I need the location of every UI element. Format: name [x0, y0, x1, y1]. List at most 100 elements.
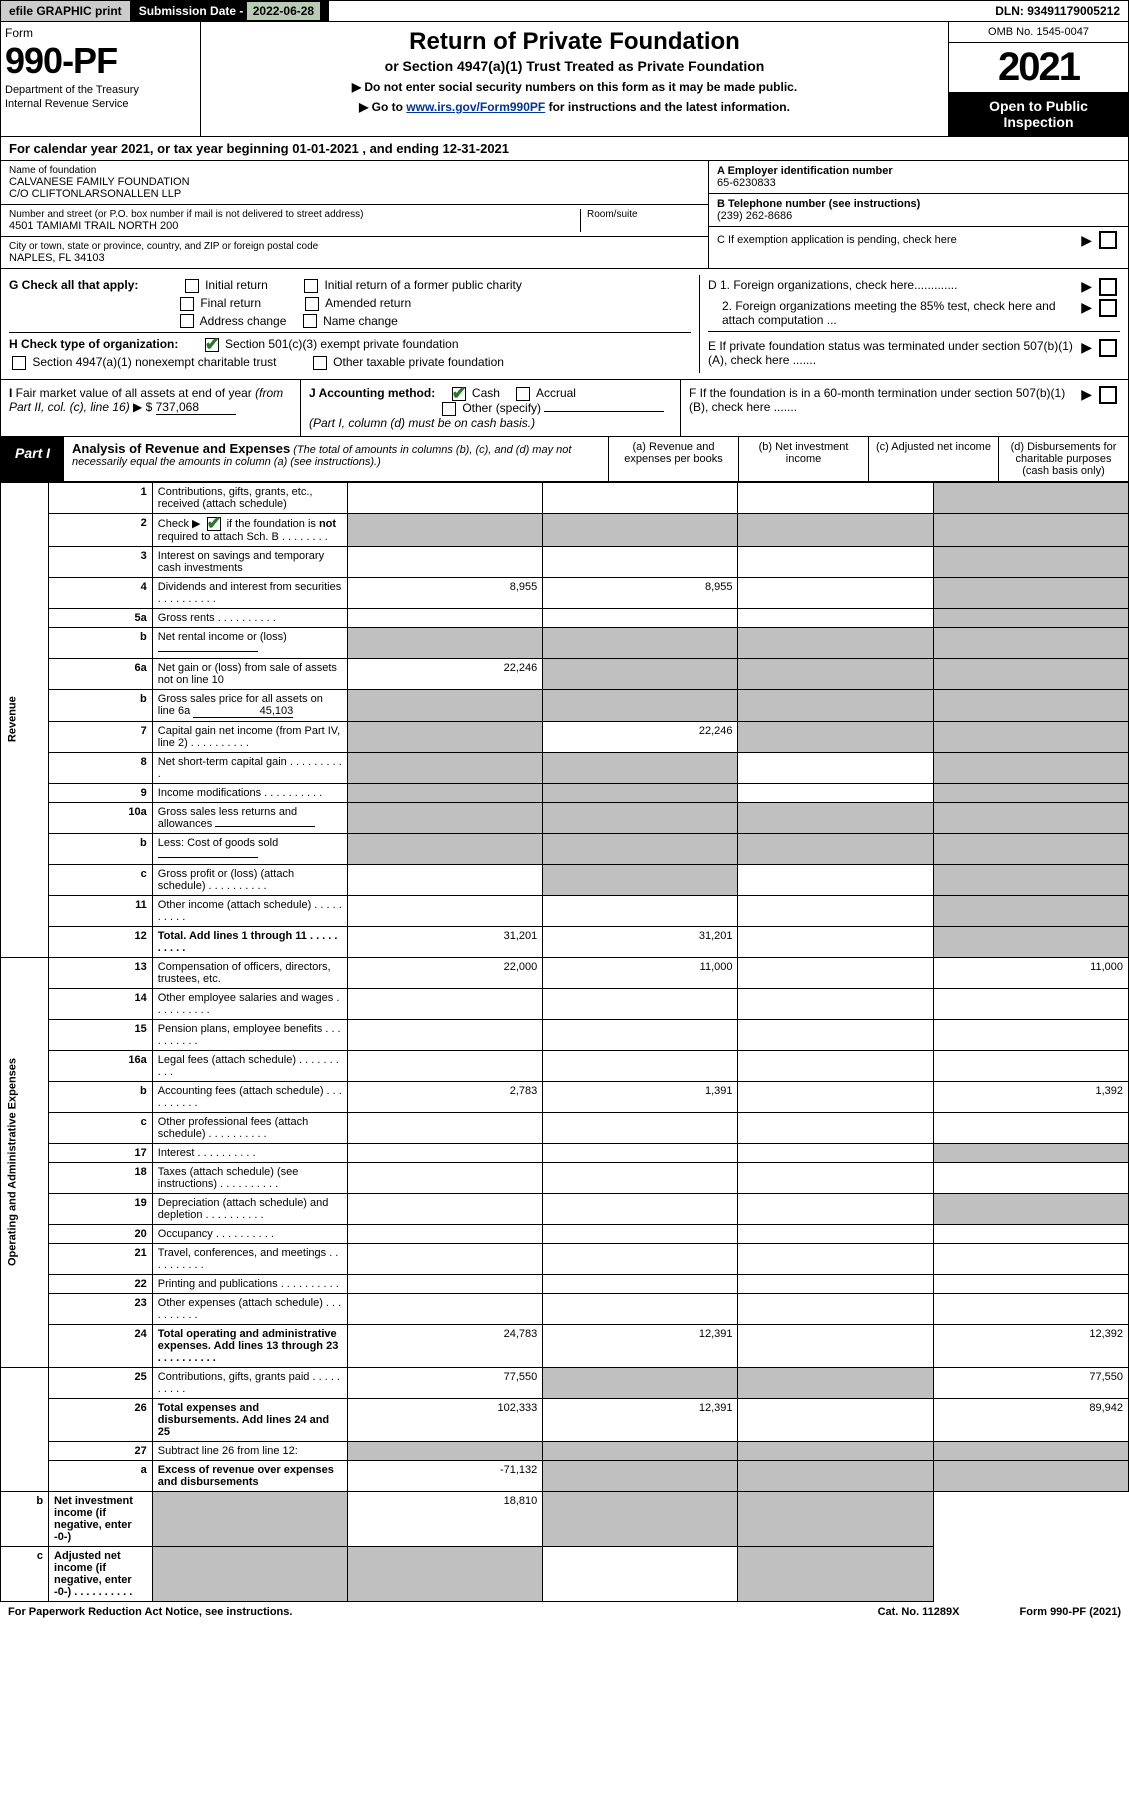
- table-row: cAdjusted net income (if negative, enter…: [1, 1546, 1129, 1601]
- amount-cell: [738, 802, 933, 833]
- g-address-checkbox[interactable]: [180, 314, 194, 328]
- amount-cell: [933, 1193, 1128, 1224]
- amount-cell: [738, 752, 933, 783]
- amount-cell: [543, 689, 738, 721]
- amount-cell: [543, 658, 738, 689]
- table-row: Revenue1Contributions, gifts, grants, et…: [1, 482, 1129, 513]
- amount-cell: [348, 1243, 543, 1274]
- table-row: 18Taxes (attach schedule) (see instructi…: [1, 1162, 1129, 1193]
- amount-cell: [933, 1460, 1128, 1491]
- amount-cell: [738, 1324, 933, 1367]
- g-name-checkbox[interactable]: [303, 314, 317, 328]
- row-description: Other professional fees (attach schedule…: [152, 1112, 347, 1143]
- amount-cell: [738, 1081, 933, 1112]
- row-description: Printing and publications: [152, 1274, 347, 1293]
- row-number: 11: [49, 895, 153, 926]
- amount-cell: 8,955: [348, 577, 543, 608]
- g-initial-checkbox[interactable]: [185, 279, 199, 293]
- amount-cell: [543, 1019, 738, 1050]
- table-row: 26Total expenses and disbursements. Add …: [1, 1398, 1129, 1441]
- f-checkbox[interactable]: [1099, 386, 1117, 404]
- tel: (239) 262-8686: [717, 210, 1120, 222]
- g-section: G Check all that apply: Initial return I…: [9, 278, 691, 293]
- amount-cell: [543, 1162, 738, 1193]
- name-label: Name of foundation: [9, 165, 700, 176]
- schb-checkbox[interactable]: [207, 517, 221, 531]
- table-row: 6aNet gain or (loss) from sale of assets…: [1, 658, 1129, 689]
- table-row: 9Income modifications: [1, 783, 1129, 802]
- g-final-checkbox[interactable]: [180, 297, 194, 311]
- row-description: Subtract line 26 from line 12:: [152, 1441, 347, 1460]
- table-row: 17Interest: [1, 1143, 1129, 1162]
- table-row: 7Capital gain net income (from Part IV, …: [1, 721, 1129, 752]
- amount-cell: [348, 627, 543, 658]
- g-amended-checkbox[interactable]: [305, 297, 319, 311]
- row-number: c: [49, 1112, 153, 1143]
- form-label: Form: [5, 26, 196, 40]
- row-number: 12: [49, 926, 153, 957]
- d1-checkbox[interactable]: [1099, 278, 1117, 296]
- amount-cell: [348, 1274, 543, 1293]
- amount-cell: [933, 689, 1128, 721]
- amount-cell: [933, 988, 1128, 1019]
- amount-cell: [543, 513, 738, 546]
- amount-cell: [738, 957, 933, 988]
- table-row: 8Net short-term capital gain: [1, 752, 1129, 783]
- table-row: 24Total operating and administrative exp…: [1, 1324, 1129, 1367]
- row-number: 24: [49, 1324, 153, 1367]
- amount-cell: 22,000: [348, 957, 543, 988]
- amount-cell: 12,391: [543, 1398, 738, 1441]
- part1-tab: Part I: [1, 437, 64, 481]
- amount-cell: [348, 802, 543, 833]
- d2-checkbox[interactable]: [1099, 299, 1117, 317]
- amount-cell: [738, 1398, 933, 1441]
- row-description: Gross sales less returns and allowances: [152, 802, 347, 833]
- j-other-checkbox[interactable]: [442, 402, 456, 416]
- part1-table: Revenue1Contributions, gifts, grants, et…: [0, 482, 1129, 1602]
- amount-cell: [543, 895, 738, 926]
- table-row: 12Total. Add lines 1 through 1131,20131,…: [1, 926, 1129, 957]
- amount-cell: [543, 627, 738, 658]
- amount-cell: 12,391: [543, 1324, 738, 1367]
- row-number: 27: [49, 1441, 153, 1460]
- amount-cell: [738, 1162, 933, 1193]
- j-cash-checkbox[interactable]: [452, 387, 466, 401]
- amount-cell: [348, 752, 543, 783]
- amount-cell: [738, 1460, 933, 1491]
- top-bar: efile GRAPHIC print Submission Date - 20…: [0, 0, 1129, 22]
- amount-cell: [543, 1050, 738, 1081]
- amount-cell: 89,942: [933, 1398, 1128, 1441]
- footer-mid: Cat. No. 11289X: [878, 1606, 960, 1618]
- table-row: 22Printing and publications: [1, 1274, 1129, 1293]
- e-checkbox[interactable]: [1099, 339, 1117, 357]
- row-description: Pension plans, employee benefits: [152, 1019, 347, 1050]
- row-description: Legal fees (attach schedule): [152, 1050, 347, 1081]
- amount-cell: [933, 1441, 1128, 1460]
- c-checkbox[interactable]: [1099, 231, 1117, 249]
- amount-cell: [933, 1162, 1128, 1193]
- amount-cell: [738, 1050, 933, 1081]
- instructions-link[interactable]: www.irs.gov/Form990PF: [406, 100, 545, 114]
- amount-cell: [933, 864, 1128, 895]
- h-other-checkbox[interactable]: [313, 356, 327, 370]
- amount-cell: [738, 783, 933, 802]
- g-initial-former-checkbox[interactable]: [304, 279, 318, 293]
- h-4947-checkbox[interactable]: [12, 356, 26, 370]
- amount-cell: [348, 513, 543, 546]
- row-number: 10a: [49, 802, 153, 833]
- table-row: 27Subtract line 26 from line 12:: [1, 1441, 1129, 1460]
- row-number: 15: [49, 1019, 153, 1050]
- amount-cell: [543, 1441, 738, 1460]
- amount-cell: [348, 1193, 543, 1224]
- row-number: 26: [49, 1398, 153, 1441]
- amount-cell: [933, 608, 1128, 627]
- h-501c3-checkbox[interactable]: [205, 338, 219, 352]
- room-label: Room/suite: [580, 209, 700, 232]
- j-accrual-checkbox[interactable]: [516, 387, 530, 401]
- dept-irs: Internal Revenue Service: [5, 98, 196, 110]
- row-description: Less: Cost of goods sold: [152, 833, 347, 864]
- row-number: 21: [49, 1243, 153, 1274]
- amount-cell: [543, 1460, 738, 1491]
- row-number: 2: [49, 513, 153, 546]
- row-description: Accounting fees (attach schedule): [152, 1081, 347, 1112]
